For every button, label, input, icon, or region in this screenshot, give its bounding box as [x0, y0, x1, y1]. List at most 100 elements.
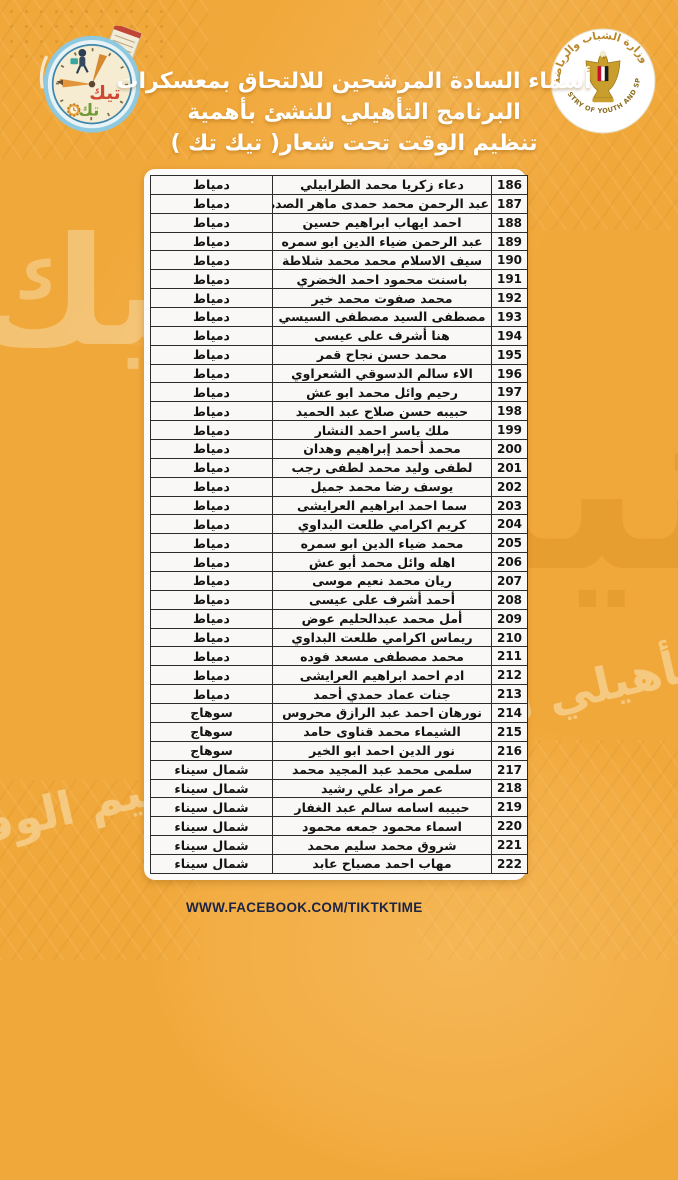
row-number: 195 [491, 344, 528, 365]
row-number: 219 [491, 797, 528, 818]
row-name: يوسف رضا محمد جميل [272, 476, 492, 497]
row-number: 191 [491, 269, 528, 290]
row-number: 213 [491, 684, 528, 705]
row-name: عبد الرحمن ضياء الدين ابو سمره [272, 231, 492, 252]
row-governorate: دمياط [150, 420, 273, 441]
row-governorate: شمال سيناء [150, 816, 273, 837]
row-name: سيف الاسلام محمد محمد شلاطة [272, 250, 492, 271]
row-number: 193 [491, 307, 528, 327]
row-number: 187 [491, 193, 528, 214]
table-row: 207 ريان محمد نعيم موسى دمياط [150, 571, 528, 591]
row-number: 186 [491, 175, 528, 195]
row-name: مصطفى السيد مصطفى السيسي [272, 307, 492, 327]
pencil-hand-minute [59, 78, 92, 88]
pencil-hand-hour [92, 54, 108, 85]
table-row: 197 رحيم وائل محمد ابو عش دمياط [150, 382, 528, 403]
row-governorate: دمياط [150, 307, 273, 327]
table-row: 194 هنا أشرف على عيسى دمياط [150, 325, 528, 346]
row-governorate: دمياط [150, 212, 273, 233]
row-governorate: دمياط [150, 608, 273, 629]
title-line-2: البرنامج التأهيلي للنشئ بأهمية [187, 100, 521, 125]
row-number: 210 [491, 627, 528, 648]
table-row: 202 يوسف رضا محمد جميل دمياط [150, 476, 528, 497]
row-number: 204 [491, 514, 528, 535]
row-governorate: دمياط [150, 571, 273, 591]
row-governorate: دمياط [150, 269, 273, 290]
row-name: لطفى وليد محمد لطفى رجب [272, 457, 492, 478]
row-number: 215 [491, 721, 528, 742]
ministry-of-youth-and-sports-logo: وزارة الشباب والرياضة MINISTRY OF YOUTH … [550, 28, 656, 134]
title-line-1: أسماء السادة المرشحين للالتحاق بمعسكرات [116, 69, 592, 94]
row-governorate: دمياط [150, 457, 273, 478]
table-row: 221 شروق محمد سليم محمد شمال سيناء [150, 835, 528, 855]
row-name: اسماء محمود جمعه محمود [272, 816, 492, 837]
row-name: باسنت محمود احمد الخضري [272, 269, 492, 290]
row-governorate: دمياط [150, 514, 273, 535]
tiktok-word1: تيك [89, 83, 120, 104]
row-number: 208 [491, 589, 528, 610]
row-name: سما احمد ابراهيم العرايشى [272, 495, 492, 516]
row-number: 212 [491, 665, 528, 686]
row-name: محمد مصطفى مسعد فوده [272, 646, 492, 667]
table-row: 209 أمل محمد عبدالحليم عوض دمياط [150, 608, 528, 629]
table-row: 216 نور الدين احمد ابو الخير سوهاج [150, 740, 528, 761]
row-number: 196 [491, 363, 528, 384]
title-line-3: تنظيم الوقت تحت شعار( تيك تك ) [170, 131, 538, 156]
row-governorate: دمياط [150, 175, 273, 195]
row-name: مهاب احمد مصباح عابد [272, 853, 492, 875]
table-row: 198 حبيبه حسن صلاح عبد الحميد دمياط [150, 401, 528, 422]
row-name: نور الدين احمد ابو الخير [272, 740, 492, 761]
row-name: ريماس اكرامي طلعت البداوي [272, 627, 492, 648]
table-row: 211 محمد مصطفى مسعد فوده دمياط [150, 646, 528, 667]
facebook-url: WWW.FACEBOOK.COM/TIKTKTIME [186, 900, 423, 915]
row-governorate: دمياط [150, 684, 273, 705]
table-row: 203 سما احمد ابراهيم العرايشى دمياط [150, 495, 528, 516]
row-governorate: دمياط [150, 552, 273, 573]
row-governorate: دمياط [150, 646, 273, 667]
row-name: جنات عماد حمدي أحمد [272, 684, 492, 705]
row-number: 214 [491, 703, 528, 723]
row-governorate: دمياط [150, 589, 273, 610]
row-governorate: دمياط [150, 363, 273, 384]
row-governorate: دمياط [150, 250, 273, 271]
table-row: 188 احمد ايهاب ابراهيم حسين دمياط [150, 212, 528, 233]
row-governorate: شمال سيناء [150, 759, 273, 780]
row-number: 209 [491, 608, 528, 629]
clock-ticks [55, 48, 129, 121]
row-number: 200 [491, 439, 528, 459]
row-number: 199 [491, 420, 528, 441]
page-title: أسماء السادة المرشحين للالتحاق بمعسكرات … [104, 66, 604, 159]
table-row: 210 ريماس اكرامي طلعت البداوي دمياط [150, 627, 528, 648]
table-row: 195 محمد حسن نجاح قمر دمياط [150, 344, 528, 365]
row-number: 207 [491, 571, 528, 591]
table-row: 204 كريم اكرامي طلعت البداوي دمياط [150, 514, 528, 535]
table-row: 219 حبيبه اسامه سالم عبد الغفار شمال سيناء [150, 797, 528, 818]
row-number: 221 [491, 835, 528, 855]
roster-table-body: 186 دعاء زكريا محمد الطرابيلي دمياط 187 عبد … [150, 175, 528, 875]
row-number: 205 [491, 533, 528, 554]
row-number: 222 [491, 853, 528, 875]
row-governorate: سوهاج [150, 703, 273, 723]
motion-arc [39, 55, 49, 89]
row-name: أمل محمد عبدالحليم عوض [272, 608, 492, 629]
row-name: ادم احمد ابراهيم العرايشى [272, 665, 492, 686]
row-number: 218 [491, 778, 528, 799]
table-row: 212 ادم احمد ابراهيم العرايشى دمياط [150, 665, 528, 686]
row-name: دعاء زكريا محمد الطرابيلي [272, 175, 492, 195]
row-governorate: شمال سيناء [150, 853, 273, 875]
row-name: احمد ايهاب ابراهيم حسين [272, 212, 492, 233]
row-number: 216 [491, 740, 528, 761]
table-row: 205 محمد ضياء الدين ابو سمره دمياط [150, 533, 528, 554]
row-name: أحمد أشرف على عيسى [272, 589, 492, 610]
row-name: كريم اكرامي طلعت البداوي [272, 514, 492, 535]
row-number: 217 [491, 759, 528, 780]
table-row: 201 لطفى وليد محمد لطفى رجب دمياط [150, 457, 528, 478]
row-number: 197 [491, 382, 528, 403]
row-number: 203 [491, 495, 528, 516]
row-governorate: دمياط [150, 193, 273, 214]
roster-table-card: 186 دعاء زكريا محمد الطرابيلي دمياط 187 عبد … [144, 169, 528, 880]
row-name: شروق محمد سليم محمد [272, 835, 492, 855]
table-row: 199 ملك ياسر احمد النشار دمياط [150, 420, 528, 441]
table-row: 206 اهله وائل محمد أبو عش دمياط [150, 552, 528, 573]
